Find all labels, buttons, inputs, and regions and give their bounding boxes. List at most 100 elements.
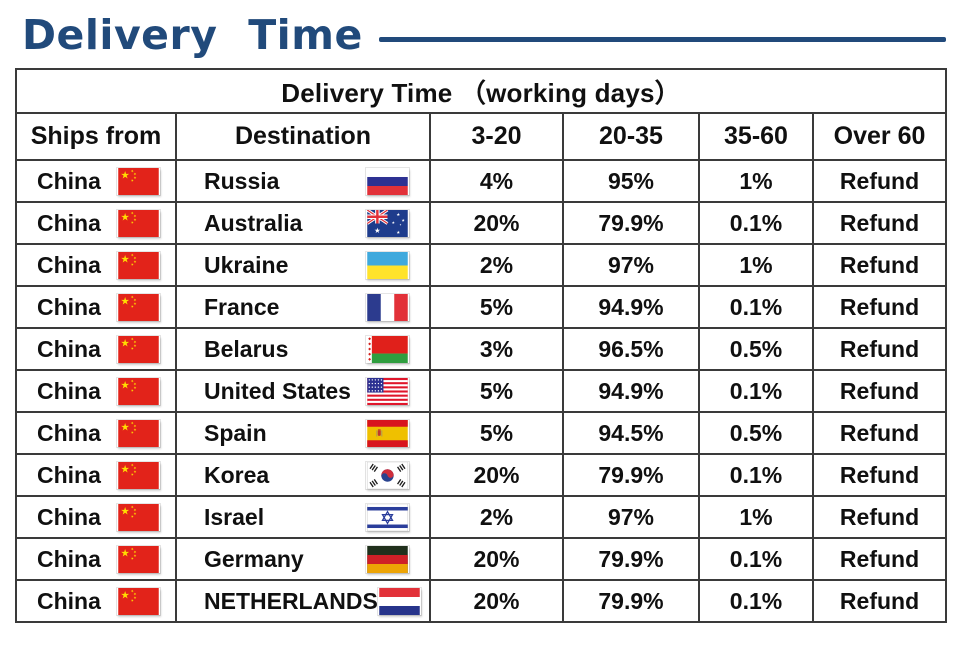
china-flag-icon bbox=[117, 168, 160, 195]
page-header: Delivery Time bbox=[0, 0, 960, 66]
table-header-row: Ships from Destination 3-20 20-35 35-60 … bbox=[15, 112, 948, 161]
ships-from-cell: China bbox=[17, 545, 175, 573]
china-flag-icon bbox=[117, 504, 160, 531]
pct-20-35-cell: 79.9% bbox=[562, 579, 700, 623]
table-row: China France 5% 94.9% 0.1% Refund bbox=[15, 285, 948, 329]
destination-cell: Israel bbox=[177, 503, 429, 531]
ships-from-label: China bbox=[37, 419, 101, 446]
pct-3-20-cell: 5% bbox=[429, 411, 564, 455]
france-flag-icon bbox=[367, 293, 408, 321]
ships-from-label: China bbox=[37, 545, 101, 572]
destination-cell: Germany bbox=[177, 545, 429, 573]
ships-from-label: China bbox=[37, 293, 101, 320]
belarus-flag-icon bbox=[367, 335, 408, 363]
destination-label: NETHERLANDS bbox=[204, 587, 378, 614]
pct-3-20-cell: 20% bbox=[429, 453, 564, 497]
table-row: China Spain 5% 94.5% 0.5% Refund bbox=[15, 411, 948, 455]
destination-cell: Belarus bbox=[177, 335, 429, 363]
destination-label: Belarus bbox=[204, 335, 289, 362]
destination-label: Russia bbox=[204, 167, 280, 194]
destination-label: Ukraine bbox=[204, 251, 289, 278]
ships-from-label: China bbox=[37, 503, 101, 530]
pct-3-20-cell: 2% bbox=[429, 243, 564, 287]
netherlands-flag-icon bbox=[379, 587, 420, 615]
over-60-cell: Refund bbox=[811, 411, 948, 455]
pct-20-35-cell: 94.5% bbox=[562, 411, 700, 455]
israel-flag-icon bbox=[366, 503, 409, 531]
ships-from-label: China bbox=[37, 335, 101, 362]
over-60-cell: Refund bbox=[811, 243, 948, 287]
ships-from-label: China bbox=[37, 377, 101, 404]
ships-from-label: China bbox=[37, 587, 101, 614]
pct-3-20-cell: 20% bbox=[429, 579, 564, 623]
ships-from-cell: China bbox=[17, 377, 175, 405]
destination-cell: Spain bbox=[177, 419, 429, 447]
over-60-cell: Refund bbox=[811, 579, 948, 623]
pct-20-35-cell: 94.9% bbox=[562, 369, 700, 413]
destination-cell: Russia bbox=[177, 167, 429, 195]
col-header-35-60: 35-60 bbox=[698, 112, 814, 161]
russia-flag-icon bbox=[367, 167, 408, 195]
destination-label: Germany bbox=[204, 545, 304, 572]
china-flag-icon bbox=[117, 294, 160, 321]
title-underline-rule bbox=[378, 36, 946, 42]
ships-from-cell: China bbox=[17, 461, 175, 489]
ships-from-label: China bbox=[37, 209, 101, 236]
pct-3-20-cell: 3% bbox=[429, 327, 564, 371]
table-row: China Germany 20% 79.9% 0.1% Refund bbox=[15, 537, 948, 581]
pct-3-20-cell: 4% bbox=[429, 159, 564, 203]
ships-from-label: China bbox=[37, 251, 101, 278]
australia-flag-icon bbox=[366, 210, 409, 237]
over-60-cell: Refund bbox=[811, 453, 948, 497]
pct-35-60-cell: 0.5% bbox=[698, 327, 814, 371]
china-flag-icon bbox=[117, 588, 160, 615]
table-row: China NETHERLANDS 20% 79.9% 0.1% Refund bbox=[15, 579, 948, 623]
col-header-ships-from: Ships from bbox=[15, 112, 177, 161]
ships-from-cell: China bbox=[17, 503, 175, 531]
col-header-over-60: Over 60 bbox=[811, 112, 948, 161]
destination-cell: NETHERLANDS bbox=[177, 587, 429, 615]
pct-3-20-cell: 20% bbox=[429, 537, 564, 581]
pct-20-35-cell: 96.5% bbox=[562, 327, 700, 371]
destination-label: France bbox=[204, 293, 280, 320]
pct-20-35-cell: 79.9% bbox=[562, 537, 700, 581]
destination-cell: France bbox=[177, 293, 429, 321]
pct-35-60-cell: 0.1% bbox=[698, 453, 814, 497]
pct-35-60-cell: 1% bbox=[698, 495, 814, 539]
over-60-cell: Refund bbox=[811, 327, 948, 371]
table-row: China Belarus 3% 96.5% 0.5% Refund bbox=[15, 327, 948, 371]
page-title: Delivery Time bbox=[22, 11, 363, 59]
spain-flag-icon bbox=[367, 419, 408, 447]
united-states-flag-icon bbox=[367, 377, 408, 405]
germany-flag-icon bbox=[367, 545, 408, 573]
ships-from-cell: China bbox=[17, 335, 175, 363]
china-flag-icon bbox=[117, 336, 160, 363]
table-row: China Korea 20% 79.9% 0.1% Refund bbox=[15, 453, 948, 497]
over-60-cell: Refund bbox=[811, 285, 948, 329]
destination-cell: United States bbox=[177, 377, 429, 405]
col-header-destination: Destination bbox=[175, 112, 431, 161]
over-60-cell: Refund bbox=[811, 201, 948, 245]
destination-cell: Ukraine bbox=[177, 251, 429, 279]
table-row: China United States 5% 94.9% 0.1% Refund bbox=[15, 369, 948, 413]
over-60-cell: Refund bbox=[811, 159, 948, 203]
col-header-20-35: 20-35 bbox=[562, 112, 700, 161]
china-flag-icon bbox=[117, 252, 160, 279]
china-flag-icon bbox=[117, 546, 160, 573]
pct-20-35-cell: 97% bbox=[562, 243, 700, 287]
ships-from-label: China bbox=[37, 461, 101, 488]
china-flag-icon bbox=[117, 210, 160, 237]
ships-from-label: China bbox=[37, 167, 101, 194]
destination-label: Spain bbox=[204, 419, 267, 446]
over-60-cell: Refund bbox=[811, 537, 948, 581]
delivery-time-table: Delivery Time （working days） Ships from … bbox=[14, 68, 948, 623]
destination-label: Korea bbox=[204, 461, 270, 488]
pct-35-60-cell: 1% bbox=[698, 159, 814, 203]
ukraine-flag-icon bbox=[367, 251, 408, 279]
pct-35-60-cell: 0.1% bbox=[698, 201, 814, 245]
ships-from-cell: China bbox=[17, 293, 175, 321]
destination-cell: Korea bbox=[177, 461, 429, 489]
pct-35-60-cell: 1% bbox=[698, 243, 814, 287]
pct-35-60-cell: 0.1% bbox=[698, 537, 814, 581]
pct-35-60-cell: 0.1% bbox=[698, 369, 814, 413]
